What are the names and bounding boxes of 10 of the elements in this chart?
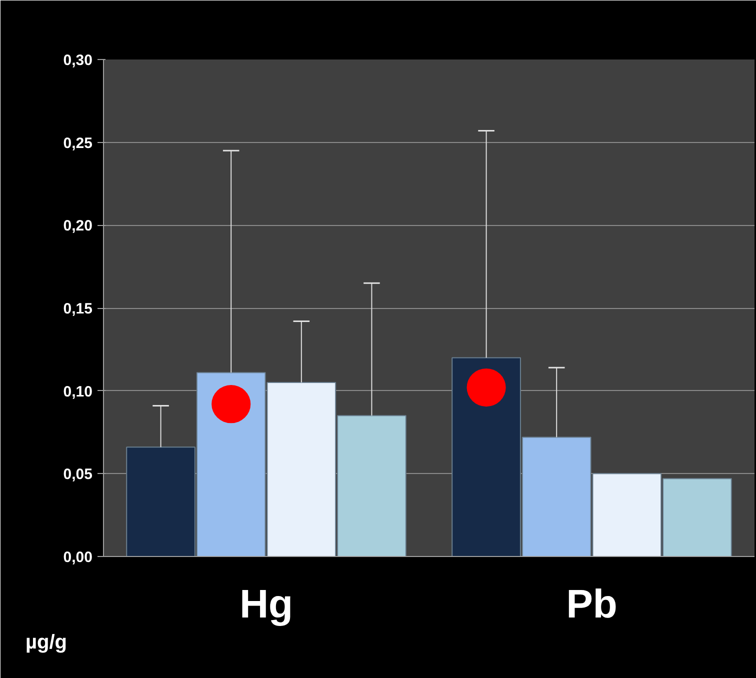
y-tick-label: 0,25 [63, 134, 93, 152]
y-tick-label: 0,00 [63, 549, 93, 566]
x-tick-label: Hg [240, 582, 293, 626]
y-tick-label: 0,20 [63, 218, 93, 235]
x-tick-label: Pb [566, 582, 618, 626]
y-tick-label: 0,05 [63, 466, 93, 484]
y-axis-title: µg/g [26, 632, 68, 654]
y-tick-label: 0,30 [63, 52, 93, 69]
y-tick-label: 0,10 [63, 383, 93, 400]
y-tick-label: 0,15 [63, 300, 93, 318]
